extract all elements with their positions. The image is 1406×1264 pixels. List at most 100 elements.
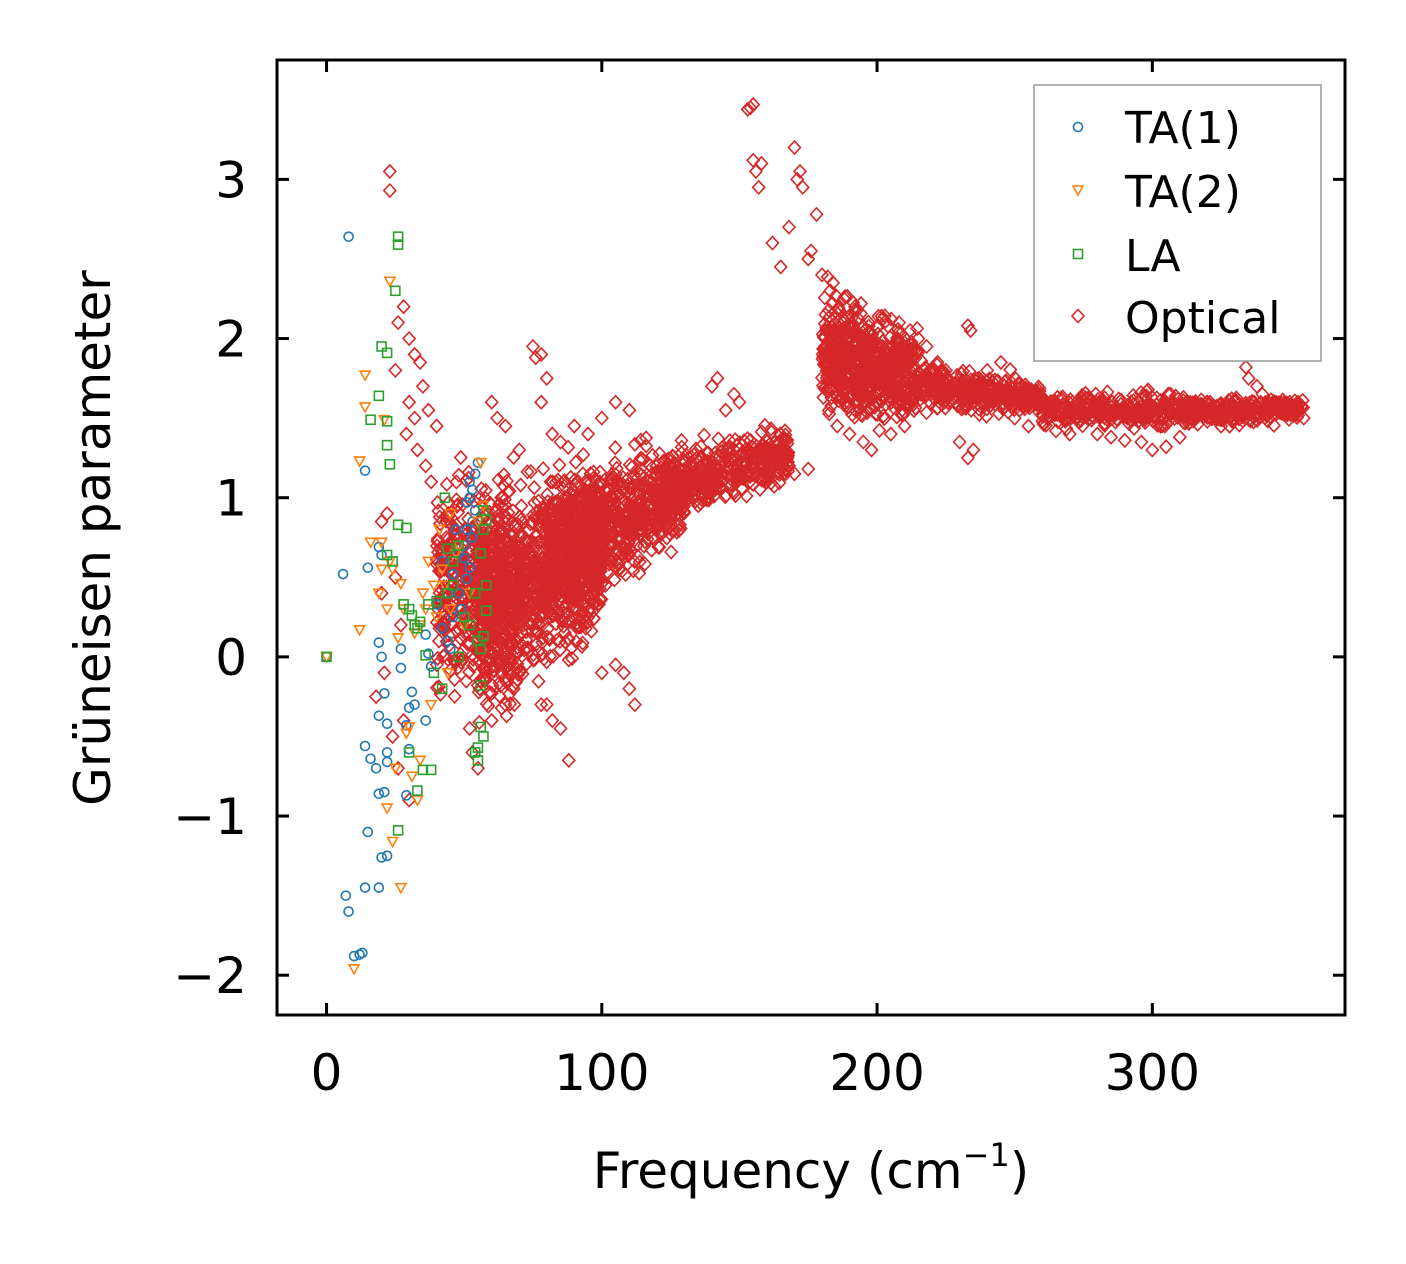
data-point <box>1173 408 1189 424</box>
data-point <box>1126 387 1141 404</box>
data-point <box>545 474 560 490</box>
data-point <box>424 699 438 712</box>
data-point <box>376 341 387 352</box>
data-point <box>488 618 503 634</box>
data-point <box>418 458 433 474</box>
data-point <box>1288 407 1303 423</box>
data-point <box>821 347 837 363</box>
data-point <box>475 721 486 733</box>
data-point <box>1054 407 1069 423</box>
data-point <box>583 475 598 491</box>
data-point <box>498 590 513 606</box>
data-point <box>388 362 403 379</box>
data-point <box>980 362 995 379</box>
data-point <box>516 545 531 561</box>
data-point <box>814 267 830 283</box>
data-point <box>958 399 973 415</box>
data-point <box>668 458 683 474</box>
data-point <box>571 592 586 608</box>
data-point <box>840 339 856 356</box>
data-point <box>850 310 866 327</box>
data-point <box>405 771 419 783</box>
data-point <box>447 688 462 704</box>
data-point <box>373 882 385 893</box>
data-point <box>870 319 885 335</box>
data-point <box>585 573 600 589</box>
data-point <box>688 493 703 509</box>
data-point <box>876 408 891 424</box>
data-point <box>472 714 487 731</box>
data-point <box>828 287 843 304</box>
data-point <box>503 653 518 669</box>
data-point <box>891 314 907 331</box>
data-point <box>531 584 547 600</box>
data-point <box>420 649 431 661</box>
data-point <box>1244 393 1260 410</box>
series-ta2 <box>320 276 490 976</box>
data-point <box>413 354 428 371</box>
data-point <box>442 587 453 599</box>
data-point <box>654 506 669 523</box>
legend-label-ta2: TA(2) <box>1124 167 1241 218</box>
data-point <box>431 595 442 607</box>
data-point <box>373 637 385 648</box>
data-point <box>829 388 845 405</box>
data-point <box>743 100 758 116</box>
data-point <box>833 390 848 406</box>
data-point <box>1090 426 1105 442</box>
data-point <box>430 494 445 511</box>
data-point <box>494 614 510 630</box>
data-point <box>395 662 407 674</box>
data-point <box>575 635 590 651</box>
data-point <box>359 740 371 752</box>
data-point <box>586 595 601 612</box>
data-point <box>545 712 560 729</box>
data-point <box>476 649 492 665</box>
data-point <box>488 640 504 656</box>
data-point <box>694 468 710 485</box>
data-point <box>449 498 465 514</box>
data-point <box>608 440 623 456</box>
data-point <box>726 470 741 486</box>
data-point <box>443 608 458 624</box>
data-point <box>758 442 773 459</box>
data-point <box>447 579 459 591</box>
data-point <box>582 534 597 550</box>
data-point <box>380 803 394 815</box>
data-point <box>387 556 398 567</box>
data-point <box>1076 398 1091 415</box>
data-point <box>763 475 778 491</box>
data-point <box>703 467 718 483</box>
data-point <box>883 426 898 442</box>
data-point <box>471 516 485 529</box>
data-point <box>1121 415 1137 432</box>
data-point <box>498 568 513 584</box>
data-point <box>731 464 746 480</box>
data-point <box>620 521 635 537</box>
data-point <box>627 696 642 713</box>
data-point <box>515 666 530 682</box>
data-point <box>631 479 646 495</box>
data-point <box>787 466 802 482</box>
data-point <box>478 630 489 642</box>
data-point <box>669 524 685 540</box>
data-point <box>834 324 849 340</box>
data-point <box>578 524 594 540</box>
data-point <box>547 577 563 593</box>
data-point <box>475 643 486 655</box>
data-point <box>444 508 457 521</box>
data-point <box>860 404 875 421</box>
data-point <box>413 755 427 767</box>
data-point <box>542 500 557 517</box>
data-point <box>636 478 651 494</box>
data-point <box>688 441 704 457</box>
data-point <box>394 882 408 895</box>
data-point <box>844 314 859 331</box>
data-point <box>402 722 416 734</box>
data-point <box>441 667 455 680</box>
legend-label-optical: Optical <box>1125 293 1280 344</box>
data-point <box>523 516 538 532</box>
data-point <box>867 344 882 360</box>
data-point <box>600 564 615 580</box>
data-point <box>566 530 581 546</box>
